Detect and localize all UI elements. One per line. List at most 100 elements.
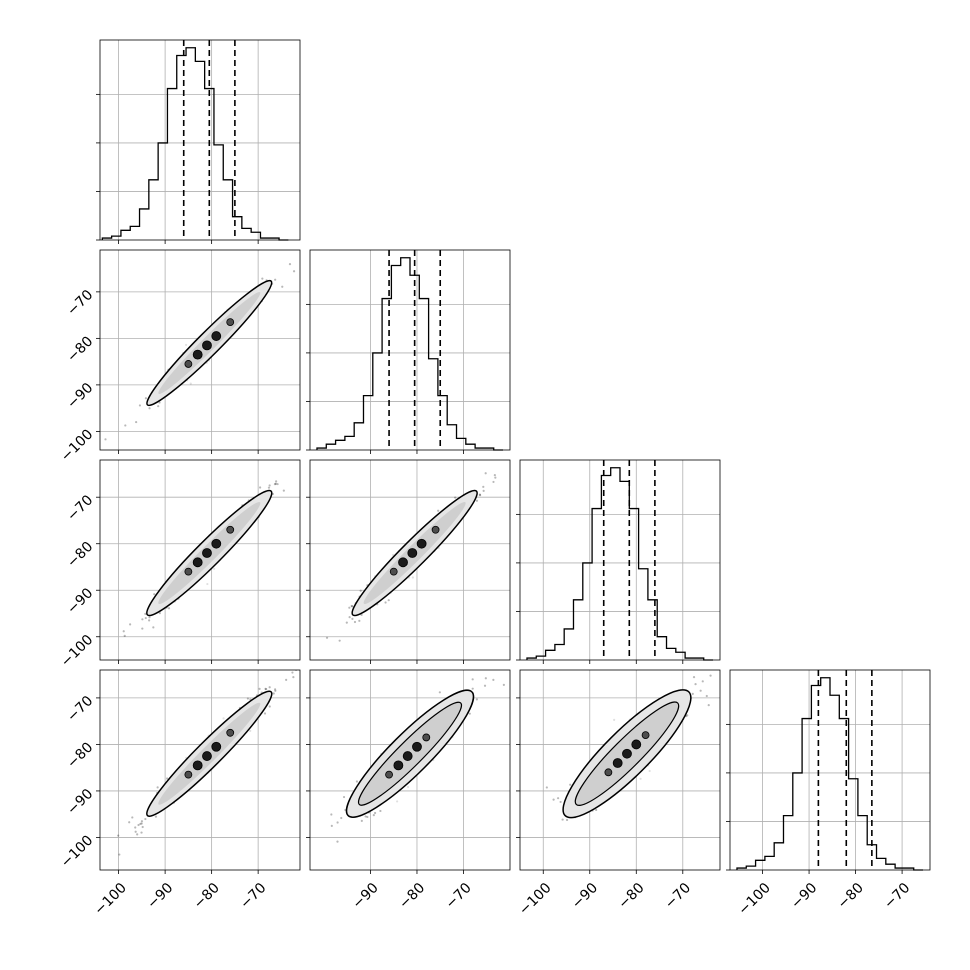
scatter-point — [351, 617, 354, 620]
density-peak — [184, 567, 193, 576]
scatter-point — [552, 798, 555, 801]
histogram-bin — [401, 258, 410, 450]
scatter-point — [206, 582, 209, 586]
scatter-point — [691, 692, 694, 695]
density-peak — [398, 557, 408, 568]
pair-plot-area — [100, 250, 300, 450]
axes-frame — [99, 39, 301, 241]
scatter-point — [556, 797, 560, 800]
pair-panel-4-1: −100 −90 −80 −70 — [58, 669, 301, 874]
histogram-bin — [223, 180, 232, 240]
scatter-point — [285, 678, 288, 681]
scatter-point — [366, 815, 369, 819]
scatter-point — [406, 785, 410, 789]
scatter-point — [595, 808, 598, 812]
x-tick-label: −80 — [396, 880, 428, 912]
histogram-bin — [774, 843, 783, 870]
density-peak — [202, 548, 212, 558]
histogram-bin — [336, 440, 345, 450]
histogram-panel-2 — [306, 249, 511, 454]
scatter-point — [141, 618, 144, 621]
scatter-point — [373, 811, 377, 815]
scatter-point — [261, 277, 264, 280]
x-tick-label: −80 — [835, 880, 867, 912]
scatter-point — [157, 405, 160, 408]
scatter-point — [340, 816, 343, 820]
y-tick-label: −100 — [58, 832, 97, 871]
histogram-bin — [242, 228, 251, 240]
density-peak — [226, 525, 235, 534]
scatter-point — [336, 840, 339, 843]
density-peak — [184, 360, 193, 368]
histogram-bin — [657, 637, 666, 660]
histogram-bin — [158, 143, 167, 240]
axes-frame — [309, 249, 511, 451]
histogram-outline — [736, 677, 924, 871]
scatter-point — [384, 601, 387, 604]
scatter-point — [213, 567, 216, 570]
scatter-point — [154, 815, 158, 818]
axes-frame — [519, 669, 721, 871]
histogram-bin — [363, 396, 372, 450]
scatter-point — [222, 717, 225, 720]
scatter-point — [136, 833, 139, 836]
scatter-point — [249, 729, 252, 732]
scatter-point — [104, 438, 107, 441]
scatter-point — [330, 813, 333, 816]
scatter-point — [274, 688, 277, 691]
density-peak — [226, 318, 235, 326]
density-peak — [604, 768, 613, 777]
histogram-bin — [756, 860, 765, 870]
histogram-bin — [130, 226, 139, 240]
scatter-point — [613, 718, 616, 721]
density-peak — [393, 760, 404, 771]
scatter-point — [131, 816, 134, 819]
y-tick-label: −70 — [64, 492, 96, 524]
histogram-bin — [214, 145, 223, 240]
scatter-point — [259, 486, 262, 489]
scatter-point — [330, 824, 333, 827]
scatter-point — [167, 607, 171, 610]
density-peak — [202, 340, 212, 351]
scatter-point — [709, 674, 712, 677]
scatter-point — [189, 382, 192, 385]
x-tick-label: −90 — [144, 880, 176, 912]
scatter-point — [246, 697, 249, 700]
histogram-bin — [821, 678, 830, 870]
y-tick-label: −90 — [64, 585, 96, 617]
scatter-point — [152, 626, 155, 629]
axes-frame — [729, 669, 931, 871]
scatter-point — [282, 489, 285, 492]
density-peak — [192, 349, 203, 360]
y-tick-label: −90 — [64, 786, 96, 818]
density-peak — [202, 751, 212, 761]
scatter-point — [153, 593, 156, 596]
scatter-point — [475, 698, 478, 701]
histogram-bin — [447, 425, 456, 450]
scatter-point — [144, 612, 147, 615]
scatter-point — [437, 509, 440, 512]
scatter-point — [148, 619, 151, 622]
scatter-point — [502, 683, 505, 686]
scatter-point — [139, 822, 142, 825]
histogram-bin — [583, 563, 592, 660]
scatter-point — [140, 820, 144, 823]
density-peak — [385, 770, 393, 779]
histogram-bin — [867, 845, 876, 870]
density-peak — [211, 331, 222, 341]
x-tick-label: −70 — [443, 880, 475, 912]
density-peak — [192, 760, 203, 771]
axes-frame — [99, 669, 301, 871]
density-peak — [192, 557, 203, 568]
scatter-point — [148, 407, 151, 410]
scatter-point — [158, 401, 161, 404]
x-tick-label: −90 — [788, 880, 820, 912]
scatter-point — [364, 815, 367, 818]
scatter-point — [268, 484, 271, 487]
pair-panel-4-2 — [306, 669, 511, 874]
scatter-point — [292, 270, 296, 273]
axes-frame — [99, 249, 301, 451]
scatter-point — [360, 819, 363, 822]
histogram-bin — [391, 266, 400, 450]
x-tick-label: −90 — [350, 880, 382, 912]
